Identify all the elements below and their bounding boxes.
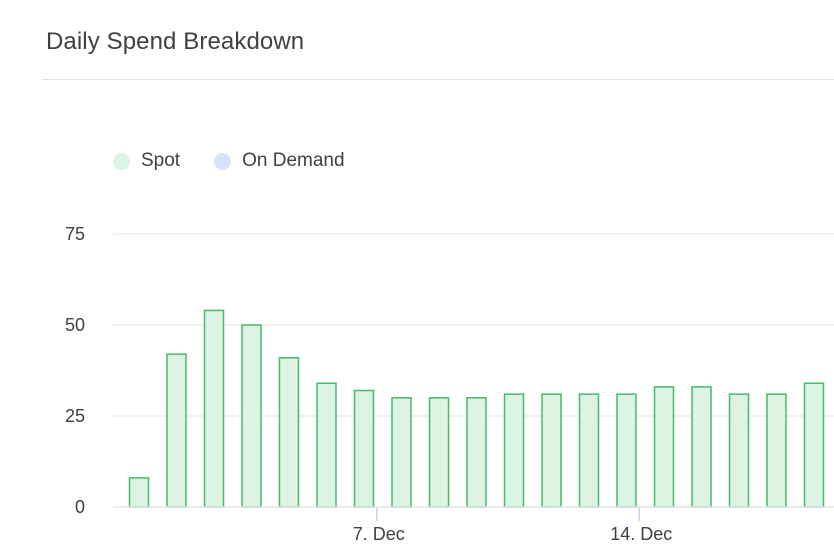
bar-spot-day-3	[203, 309, 225, 508]
x-tick-label-7: 7. Dec	[353, 524, 405, 544]
bar-spot-day-15	[653, 386, 675, 508]
legend-item-on-demand[interactable]: On Demand	[214, 150, 345, 172]
legend-swatch-spot	[113, 152, 130, 170]
bar-spot-day-1	[128, 477, 150, 508]
title-divider	[42, 79, 834, 80]
bar-spot-day-4	[241, 324, 262, 508]
y-tick-label-0: 0	[75, 497, 85, 517]
bar-spot-day-12	[541, 393, 562, 508]
legend-swatch-on-demand	[214, 152, 232, 170]
bar-spot-day-10	[466, 397, 487, 508]
y-tick-label-50: 50	[65, 315, 85, 335]
bar-spot-day-6	[316, 382, 337, 508]
bar-spot-day-2	[166, 353, 187, 508]
bar-spot-day-8	[391, 397, 412, 508]
legend-item-spot[interactable]: Spot	[113, 150, 180, 172]
bar-spot-day-11	[503, 393, 525, 508]
bar-spot-day-19	[803, 382, 825, 508]
chart-legend: Spot On Demand	[113, 150, 379, 172]
legend-label-spot: Spot	[141, 150, 181, 171]
legend-label-on-demand: On Demand	[242, 150, 345, 171]
bar-spot-day-14	[616, 393, 637, 508]
bar-spot-day-13	[578, 393, 600, 508]
y-tick-label-75: 75	[65, 224, 85, 244]
x-tick-label-14: 14. Dec	[610, 524, 672, 544]
bar-spot-day-18	[766, 393, 787, 508]
y-tick-label-25: 25	[65, 406, 85, 426]
bar-spot-day-9	[428, 397, 450, 508]
bar-spot-day-16	[691, 386, 712, 508]
bar-spot-day-17	[728, 393, 750, 508]
panel-title: Daily Spend Breakdown	[46, 28, 305, 55]
bar-spot-day-5	[278, 357, 300, 508]
bar-spot-day-7	[353, 389, 375, 508]
